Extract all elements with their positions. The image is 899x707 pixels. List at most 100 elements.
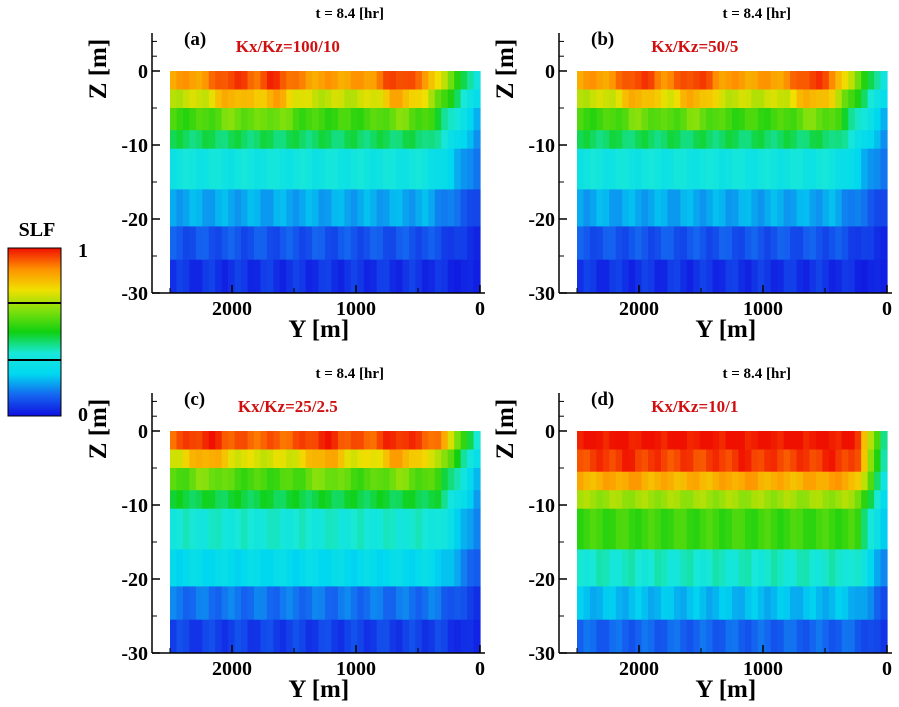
heatmap-cell <box>325 189 333 227</box>
heatmap-cell <box>260 490 268 510</box>
heatmap-cell <box>460 71 468 90</box>
heatmap-cell <box>228 586 236 621</box>
heatmap-cell <box>228 226 236 261</box>
heatmap-cell <box>719 449 727 473</box>
heatmap-cell <box>822 148 830 190</box>
heatmap-cell <box>815 259 824 294</box>
heatmap-cell <box>822 226 830 261</box>
heatmap-cell <box>790 490 798 510</box>
heatmap-cell <box>182 549 190 587</box>
heatmap-cell <box>861 108 869 131</box>
heatmap-cell <box>208 148 216 190</box>
heatmap-cell <box>266 148 274 190</box>
heatmap-cell <box>176 130 184 150</box>
heatmap-cell <box>751 189 759 227</box>
heatmap-cell <box>473 148 481 190</box>
heatmap-cell <box>415 508 423 550</box>
heatmap-cell <box>822 471 830 491</box>
heatmap-cell <box>699 449 707 473</box>
heatmap-cell <box>615 130 623 150</box>
heatmap-cell <box>305 108 313 131</box>
heatmap-cell <box>757 431 765 450</box>
heatmap-cell <box>170 549 178 587</box>
heatmap-cell <box>234 619 242 654</box>
heatmap-cell <box>641 431 649 450</box>
heatmap-cell <box>363 189 371 227</box>
heatmap-cell <box>686 508 694 550</box>
heatmap-cell <box>408 586 417 621</box>
heatmap-cell <box>680 130 688 150</box>
heatmap-cell <box>467 431 475 450</box>
heatmap-cell <box>770 89 778 109</box>
heatmap-cell <box>202 449 210 469</box>
heatmap-cell <box>215 490 223 510</box>
heatmap-cell <box>867 508 875 550</box>
heatmap-cell <box>815 431 824 450</box>
heatmap-cell <box>719 89 727 109</box>
heatmap-cell <box>363 549 371 587</box>
heatmap-cell <box>732 89 740 109</box>
heatmap-cell <box>428 449 436 469</box>
heatmap-cell <box>596 226 604 261</box>
heatmap-cell <box>376 586 384 621</box>
heatmap-cell <box>441 130 449 150</box>
heatmap-cell <box>189 549 197 587</box>
heatmap-cell <box>583 189 591 227</box>
colorbar-max-label: 1 <box>78 240 88 262</box>
heatmap-cell <box>738 471 746 491</box>
heatmap-cell <box>854 226 862 261</box>
heatmap-cell <box>467 189 475 227</box>
heatmap-cell <box>757 549 765 587</box>
heatmap-cell <box>861 148 869 190</box>
heatmap-cell <box>828 471 836 491</box>
heatmap-cell <box>803 71 811 90</box>
heatmap-cell <box>234 71 242 90</box>
heatmap-cell <box>305 619 313 654</box>
heatmap-cell <box>764 226 772 261</box>
heatmap-cell <box>602 549 610 587</box>
heatmap-cell <box>350 226 358 261</box>
heatmap-cell <box>635 130 643 150</box>
heatmap-cell <box>648 431 656 450</box>
heatmap-cell <box>421 508 429 550</box>
heatmap-cell <box>706 108 714 131</box>
heatmap-cell <box>299 431 307 450</box>
heatmap-cell <box>182 508 190 550</box>
heatmap-cell <box>221 148 229 190</box>
heatmap-cell <box>680 89 688 109</box>
heatmap-cell <box>273 449 281 469</box>
heatmap-cell <box>305 226 313 261</box>
y-axis-label: Z [m] <box>492 39 519 99</box>
heatmap-cell <box>441 431 449 450</box>
heatmap-cell <box>602 508 610 550</box>
heatmap-cell <box>815 471 824 491</box>
heatmap-cell <box>615 259 623 294</box>
heatmap-cell <box>182 586 190 621</box>
heatmap-cell <box>725 490 733 510</box>
heatmap-cell <box>389 468 397 491</box>
heatmap-cell <box>383 619 391 654</box>
heatmap-cell <box>693 189 701 227</box>
heatmap-cell <box>835 508 843 550</box>
heatmap-cell <box>279 71 287 90</box>
heatmap-cell <box>641 148 649 190</box>
heatmap-cell <box>266 490 274 510</box>
heatmap-cell <box>266 130 274 150</box>
heatmap-cell <box>848 449 856 473</box>
heatmap-cell <box>796 130 804 150</box>
heatmap-cell <box>312 148 320 190</box>
heatmap-cell <box>615 431 623 450</box>
heatmap-cell <box>312 89 320 109</box>
heatmap-cell <box>648 89 656 109</box>
heatmap-cell <box>273 490 281 510</box>
heatmap-cell <box>408 431 417 450</box>
heatmap-cell <box>660 431 669 450</box>
heatmap-cell <box>822 431 830 450</box>
heatmap-cell <box>835 449 843 473</box>
heatmap-cell <box>241 431 249 450</box>
heatmap-cell <box>176 259 184 294</box>
heatmap-cell <box>809 549 817 587</box>
heatmap-cell <box>770 71 778 90</box>
heatmap-cell <box>828 508 836 550</box>
